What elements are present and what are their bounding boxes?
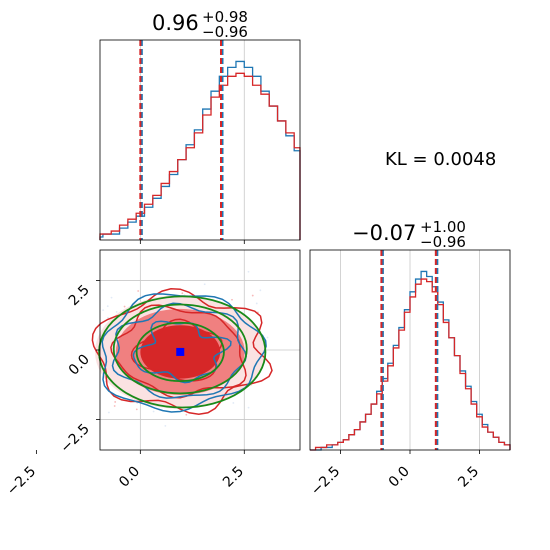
- joint-sample-point: [137, 290, 140, 292]
- joint-sample-point: [247, 270, 250, 273]
- histogram-param-1: [99, 39, 301, 244]
- joint-ytick-label: −2.5: [57, 421, 92, 456]
- hist1-hist-blue: [99, 60, 301, 240]
- joint-xtick-label: 2.5: [220, 464, 247, 491]
- joint-sample-point: [110, 296, 113, 299]
- hist2-xtick-label: 2.5: [455, 464, 482, 491]
- joint-sample-point: [106, 305, 109, 308]
- joint-sample-point: [251, 294, 254, 297]
- joint-contour-blue: [132, 320, 232, 384]
- title-1-median: 0.96: [152, 11, 199, 35]
- hist1-hist-red: [99, 72, 301, 240]
- joint-contour-red: [91, 288, 273, 416]
- joint-sample-point: [266, 336, 269, 339]
- true-value-marker: [176, 347, 185, 356]
- joint-sample-point: [255, 302, 258, 305]
- histogram-param-2: −2.5 0.0 2.5: [308, 249, 511, 499]
- joint-sample-point: [123, 305, 126, 308]
- joint-sample-point: [114, 401, 117, 403]
- joint-ytick-label: 2.5: [66, 282, 93, 309]
- joint-sample-point: [115, 311, 118, 313]
- joint-xtick-label: −2.5: [4, 464, 39, 499]
- joint-sample-point: [164, 424, 167, 427]
- title-1-lower: −0.96: [202, 23, 248, 41]
- joint-sample-point: [185, 413, 188, 416]
- joint-sample-point: [247, 406, 250, 409]
- hist2-hist-red: [310, 278, 511, 451]
- title-2-lower: −0.96: [420, 233, 466, 251]
- joint-sample-point: [107, 316, 109, 319]
- joint-sample-point: [231, 298, 233, 301]
- joint-sample-point: [113, 405, 116, 407]
- title-1-upper: +0.98: [202, 8, 248, 26]
- joint-contour-blue: [101, 293, 267, 413]
- kl-annotation: KL = 0.0048: [385, 149, 496, 170]
- hist2-xtick-label: 0.0: [386, 464, 413, 491]
- joint-xtick-label: 0.0: [116, 464, 143, 491]
- joint-sample-point: [203, 283, 206, 286]
- hist2-xtick-label: −2.5: [308, 464, 343, 499]
- joint-sample-point: [181, 292, 184, 295]
- title-param-1: 0.96 +0.98 −0.96: [152, 8, 248, 41]
- joint-density-panel: −2.5 0.0 2.5 −2.5 0.0 2.5: [4, 249, 301, 499]
- title-param-2: −0.07 +1.00 −0.96: [352, 218, 466, 251]
- joint-sample-point: [232, 402, 235, 404]
- joint-contour-green: [98, 295, 267, 409]
- joint-contour-green: [135, 321, 225, 383]
- joint-ytick-label: 0.0: [66, 352, 93, 379]
- joint-sample-point: [135, 408, 138, 411]
- joint-contour-red: [130, 318, 223, 382]
- joint-sample-point: [259, 289, 262, 292]
- title-2-upper: +1.00: [420, 218, 466, 236]
- histogram-1-frame: [99, 39, 301, 241]
- joint-contour-blue: [111, 302, 247, 399]
- joint-contour-green: [112, 303, 248, 395]
- joint-sample-point: [107, 411, 110, 414]
- joint-sample-point: [152, 410, 155, 413]
- joint-sample-point: [102, 309, 105, 312]
- title-2-median: −0.07: [352, 221, 416, 245]
